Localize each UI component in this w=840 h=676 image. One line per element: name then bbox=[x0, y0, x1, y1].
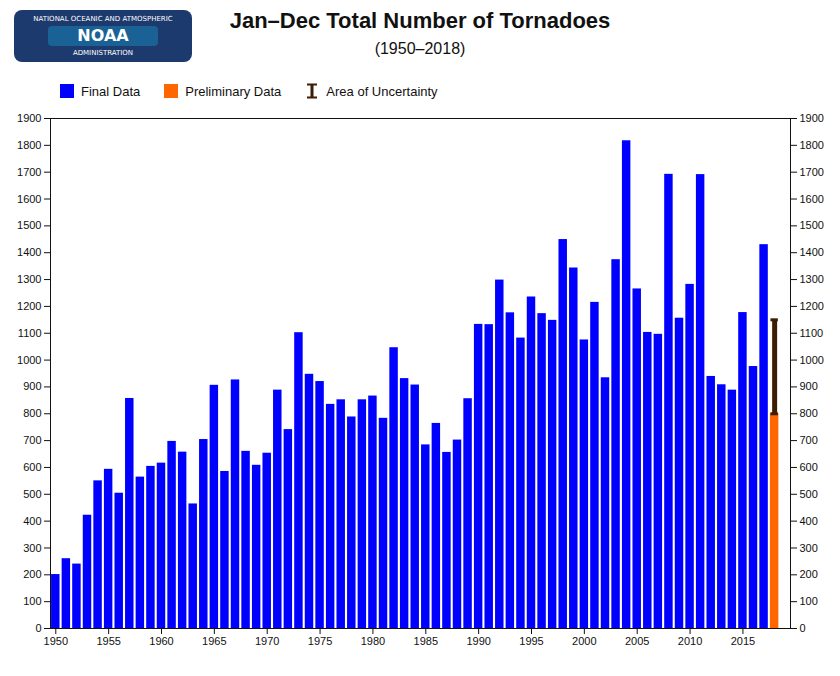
svg-text:1100: 1100 bbox=[800, 327, 824, 339]
svg-text:0: 0 bbox=[800, 622, 806, 634]
svg-text:200: 200 bbox=[23, 568, 41, 580]
svg-text:400: 400 bbox=[23, 515, 41, 527]
svg-text:1800: 1800 bbox=[17, 139, 41, 151]
svg-text:1800: 1800 bbox=[800, 139, 824, 151]
svg-text:1400: 1400 bbox=[17, 246, 41, 258]
svg-text:600: 600 bbox=[23, 461, 41, 473]
svg-text:2010: 2010 bbox=[678, 635, 702, 647]
html-text:NOAA: NOAA bbox=[77, 26, 129, 45]
svg-text:100: 100 bbox=[800, 595, 818, 607]
html-text:Final Data: Final Data bbox=[81, 83, 141, 99]
svg-text:300: 300 bbox=[800, 541, 818, 553]
svg-text:1980: 1980 bbox=[361, 635, 385, 647]
svg-text:1960: 1960 bbox=[149, 635, 173, 647]
svg-text:1600: 1600 bbox=[800, 193, 824, 205]
svg-text:500: 500 bbox=[23, 488, 41, 500]
svg-text:1900: 1900 bbox=[800, 112, 824, 124]
svg-text:1000: 1000 bbox=[800, 354, 824, 366]
svg-text:600: 600 bbox=[800, 461, 818, 473]
svg-text:200: 200 bbox=[800, 568, 818, 580]
svg-text:1200: 1200 bbox=[17, 300, 41, 312]
svg-text:1500: 1500 bbox=[17, 219, 41, 231]
html-text:(1950–2018): (1950–2018) bbox=[374, 40, 466, 57]
svg-text:100: 100 bbox=[23, 595, 41, 607]
svg-text:1975: 1975 bbox=[308, 635, 332, 647]
svg-text:700: 700 bbox=[23, 434, 41, 446]
svg-text:800: 800 bbox=[23, 407, 41, 419]
svg-text:1950: 1950 bbox=[44, 635, 68, 647]
svg-text:300: 300 bbox=[23, 541, 41, 553]
svg-text:1995: 1995 bbox=[519, 635, 543, 647]
svg-text:1965: 1965 bbox=[202, 635, 226, 647]
svg-text:900: 900 bbox=[23, 380, 41, 392]
svg-text:400: 400 bbox=[800, 515, 818, 527]
svg-text:700: 700 bbox=[800, 434, 818, 446]
svg-text:2000: 2000 bbox=[572, 635, 596, 647]
svg-text:1955: 1955 bbox=[96, 635, 120, 647]
svg-text:2015: 2015 bbox=[731, 635, 755, 647]
svg-text:1600: 1600 bbox=[17, 193, 41, 205]
svg-text:1990: 1990 bbox=[466, 635, 490, 647]
svg-text:900: 900 bbox=[800, 380, 818, 392]
svg-text:0: 0 bbox=[35, 622, 41, 634]
svg-text:1300: 1300 bbox=[17, 273, 41, 285]
svg-text:1700: 1700 bbox=[800, 166, 824, 178]
html-text:Preliminary Data: Preliminary Data bbox=[185, 83, 282, 99]
svg-text:1100: 1100 bbox=[18, 327, 42, 339]
html-text:ADMINISTRATION: ADMINISTRATION bbox=[72, 49, 134, 57]
svg-text:1700: 1700 bbox=[17, 166, 41, 178]
svg-text:1500: 1500 bbox=[800, 219, 824, 231]
svg-text:1400: 1400 bbox=[800, 246, 824, 258]
svg-text:1900: 1900 bbox=[17, 112, 41, 124]
html-text:Area of Uncertainty: Area of Uncertainty bbox=[326, 83, 438, 99]
svg-text:500: 500 bbox=[800, 488, 818, 500]
svg-text:1200: 1200 bbox=[800, 300, 824, 312]
svg-text:1000: 1000 bbox=[17, 354, 41, 366]
svg-text:1970: 1970 bbox=[255, 635, 279, 647]
svg-text:800: 800 bbox=[800, 407, 818, 419]
svg-text:1985: 1985 bbox=[414, 635, 438, 647]
svg-text:1300: 1300 bbox=[800, 273, 824, 285]
html-text:Jan–Dec Total Number of Tornad: Jan–Dec Total Number of Tornadoes bbox=[229, 8, 611, 33]
svg-text:2005: 2005 bbox=[625, 635, 649, 647]
html-text:NATIONAL OCEANIC AND ATMOSPHER: NATIONAL OCEANIC AND ATMOSPHERIC bbox=[33, 15, 173, 23]
